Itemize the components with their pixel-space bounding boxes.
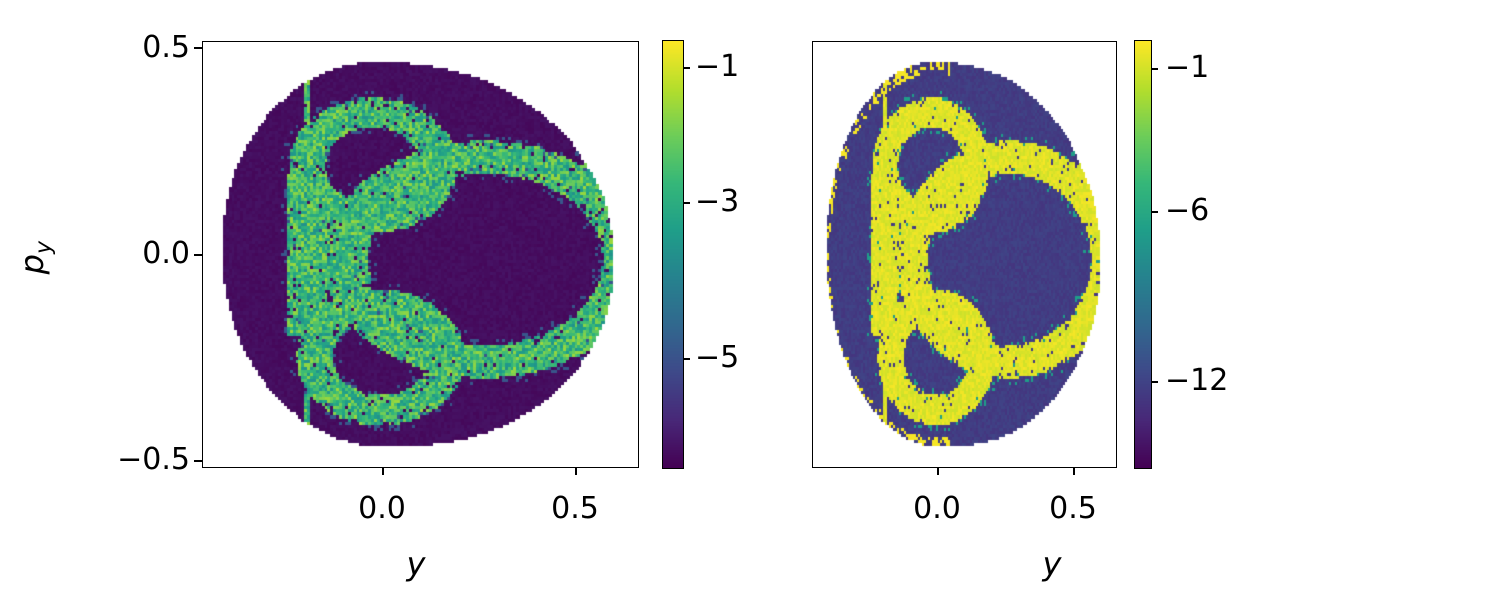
- heatmap-axes-left: [202, 41, 639, 468]
- ytick-label: 0.5: [142, 30, 190, 65]
- xtick-label: 0.5: [1049, 491, 1097, 526]
- xtick-mark: [937, 467, 939, 475]
- colorbar-right: [1134, 40, 1152, 469]
- xtick-mark: [575, 467, 577, 475]
- colorbar-tick-label: −12: [1165, 363, 1229, 398]
- xtick-label: 0.5: [551, 491, 599, 526]
- colorbar-tick-label: −1: [695, 49, 740, 84]
- colorbar-tick-label: −5: [695, 340, 740, 375]
- xtick-label: 0.0: [358, 491, 406, 526]
- heatmap-right: [813, 42, 1115, 466]
- colorbar-tick-mark: [1151, 381, 1158, 383]
- ytick-mark: [194, 254, 202, 256]
- ytick-mark: [194, 47, 202, 49]
- colorbar-tick-mark: [1151, 68, 1158, 70]
- y-axis-label-main: p: [12, 254, 51, 275]
- colorbar-tick-mark: [1151, 211, 1158, 213]
- colorbar-tick-label: −6: [1165, 193, 1210, 228]
- xtick-mark: [382, 467, 384, 475]
- colorbar-tick-label: −3: [695, 184, 740, 219]
- ytick-label: −0.5: [117, 442, 190, 477]
- y-axis-label: py: [13, 241, 56, 274]
- colorbar-tick-mark: [683, 202, 690, 204]
- colorbar-tick-mark: [683, 358, 690, 360]
- xtick-mark: [1073, 467, 1075, 475]
- y-axis-label-subscript: y: [31, 241, 57, 255]
- ytick-mark: [194, 460, 202, 462]
- colorbar-tick-label: −1: [1165, 50, 1210, 85]
- colorbar-left: [662, 40, 684, 469]
- x-axis-label: y: [406, 545, 426, 583]
- heatmap-axes-right: [812, 41, 1117, 468]
- colorbar-tick-mark: [683, 67, 690, 69]
- ytick-label: 0.0: [142, 236, 190, 271]
- x-axis-label: y: [1042, 545, 1062, 583]
- xtick-label: 0.0: [913, 491, 961, 526]
- heatmap-left: [203, 42, 637, 466]
